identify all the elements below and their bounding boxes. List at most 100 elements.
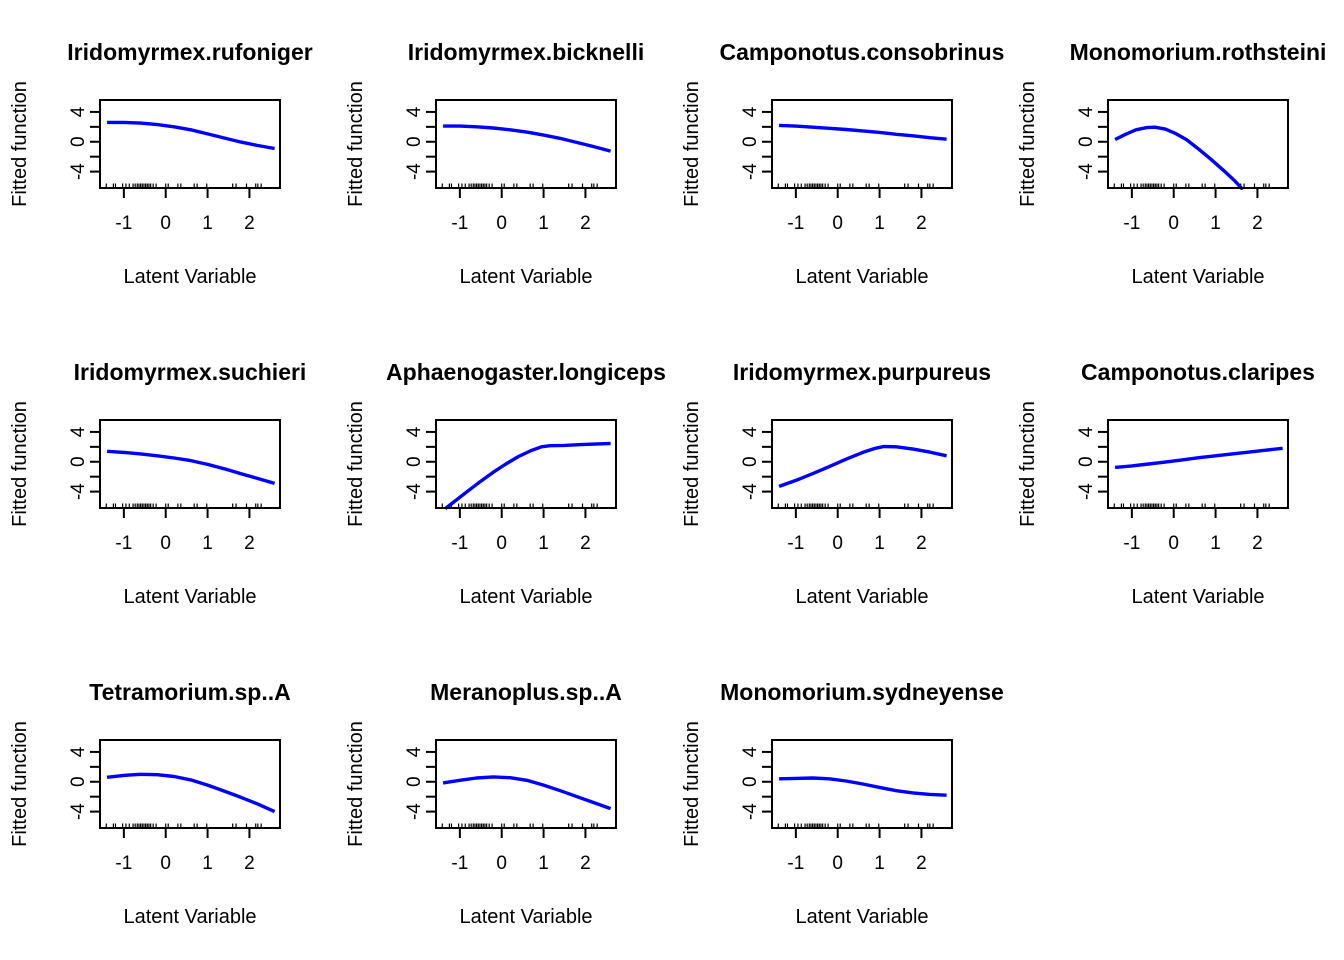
x-tick-label: 1 [202, 853, 213, 874]
x-axis-label: Latent Variable [795, 266, 928, 288]
panel-canvas: -1 0 1 2 -4 0 4 Iridomyrmex.suchieri Latent Vari… [9, 359, 306, 608]
panel-canvas: -1 0 1 2 -4 0 4 Iridomyrmex.purpureus Latent Var… [681, 359, 991, 608]
fitted-line [779, 123, 947, 141]
fitted-line [1114, 446, 1283, 470]
fitted-line [778, 444, 947, 489]
y-tick-label: 4 [68, 746, 89, 757]
panel-canvas: -1 0 1 2 -4 0 4 Meranoplus.sp..A Latent Variable… [345, 679, 622, 928]
chart-panel: -1 0 1 2 -4 0 4 Iridomyrmex.suchieri Latent Vari… [0, 320, 336, 640]
x-tick-label: 0 [160, 213, 171, 234]
fitted-line [444, 441, 611, 510]
panel-canvas: -1 0 1 2 -4 0 4 Aphaenogaster.longiceps Latent V… [345, 359, 666, 608]
x-tick-label: 2 [916, 853, 927, 874]
x-tick-label: 0 [496, 533, 507, 554]
panel-title: Iridomyrmex.rufoniger [67, 39, 312, 65]
panel-title: Monomorium.sydneyense [720, 679, 1004, 705]
axis-ticks [426, 110, 587, 198]
chart-panel: -1 0 1 2 -4 0 4 Iridomyrmex.rufoniger Latent Var… [0, 0, 336, 320]
x-tick-label: 2 [580, 853, 591, 874]
y-tick-label: 0 [740, 456, 761, 467]
x-axis-label: Latent Variable [459, 266, 592, 288]
chart-panel: -1 0 1 2 -4 0 4 Meranoplus.sp..A Latent Variable… [336, 640, 672, 960]
y-axis-label: Fitted function [9, 401, 31, 527]
x-tick-label: -1 [115, 213, 132, 234]
panel-title: Monomorium.rothsteini [1070, 39, 1327, 65]
x-tick-label: 1 [874, 213, 885, 234]
y-tick-label: -4 [68, 483, 89, 500]
y-axis-label: Fitted function [1017, 81, 1039, 207]
panel-title: Aphaenogaster.longiceps [386, 359, 666, 385]
axis-ticks [90, 430, 251, 518]
fitted-line [106, 772, 276, 814]
x-tick-label: -1 [451, 853, 468, 874]
plot-box [99, 739, 281, 829]
fitted-line [443, 124, 612, 153]
x-axis-label: Latent Variable [123, 586, 256, 608]
plot-box [1107, 419, 1289, 509]
y-axis-label: Fitted function [1017, 401, 1039, 527]
chart-panel: -1 0 1 2 -4 0 4 Monomorium.rothsteini Latent Var… [1008, 0, 1344, 320]
x-tick-label: 0 [832, 853, 843, 874]
x-axis-label: Latent Variable [123, 266, 256, 288]
x-tick-label: 2 [244, 533, 255, 554]
fitted-line [106, 449, 276, 486]
x-tick-label: 1 [874, 533, 885, 554]
chart-panel: -1 0 1 2 -4 0 4 Aphaenogaster.longiceps Latent V… [336, 320, 672, 640]
y-axis-label: Fitted function [681, 81, 703, 207]
panel-title: Iridomyrmex.bicknelli [408, 39, 644, 65]
y-tick-label: -4 [404, 803, 425, 820]
panel-canvas: -1 0 1 2 -4 0 4 Monomorium.rothsteini Latent Var… [1017, 39, 1327, 288]
y-tick-label: -4 [740, 163, 761, 180]
axis-ticks [762, 110, 923, 198]
fitted-line [779, 776, 947, 797]
y-axis-label: Fitted function [681, 401, 703, 527]
chart-panel: -1 0 1 2 -4 0 4 Camponotus.claripes Latent Varia… [1008, 320, 1344, 640]
x-tick-label: -1 [115, 853, 132, 874]
x-tick-label: -1 [787, 213, 804, 234]
x-axis-label: Latent Variable [1131, 266, 1264, 288]
y-tick-label: 0 [68, 776, 89, 787]
y-tick-label: -4 [1076, 483, 1097, 500]
x-tick-label: 1 [538, 213, 549, 234]
y-tick-label: -4 [404, 163, 425, 180]
y-tick-label: -4 [1076, 163, 1097, 180]
y-axis-label: Fitted function [9, 721, 31, 847]
axis-ticks [1098, 110, 1259, 198]
axis-ticks [762, 750, 923, 838]
x-tick-label: 2 [1252, 533, 1263, 554]
x-tick-label: -1 [451, 213, 468, 234]
x-axis-label: Latent Variable [459, 906, 592, 928]
x-tick-label: 1 [1210, 533, 1221, 554]
fitted-line [442, 775, 612, 811]
plot-box [771, 99, 953, 189]
y-tick-label: -4 [68, 163, 89, 180]
x-tick-label: 0 [496, 213, 507, 234]
panel-canvas: -1 0 1 2 -4 0 4 Tetramorium.sp..A Latent Variabl… [9, 679, 291, 928]
axis-ticks [1098, 430, 1259, 518]
x-axis-label: Latent Variable [795, 586, 928, 608]
panel-canvas: -1 0 1 2 -4 0 4 Monomorium.sydneyense Latent Var… [681, 679, 1004, 928]
fitted-line [107, 120, 275, 151]
x-tick-label: 1 [874, 853, 885, 874]
y-tick-label: 4 [68, 106, 89, 117]
chart-panel: -1 0 1 2 -4 0 4 Iridomyrmex.bicknelli Latent Var… [336, 0, 672, 320]
chart-panel: -1 0 1 2 -4 0 4 Monomorium.sydneyense Latent Var… [672, 640, 1008, 960]
y-axis-label: Fitted function [681, 721, 703, 847]
panel-canvas: -1 0 1 2 -4 0 4 Iridomyrmex.rufoniger Latent Var… [9, 39, 313, 288]
plot-box [771, 739, 953, 829]
x-tick-label: -1 [115, 533, 132, 554]
plot-box [1107, 99, 1289, 189]
x-tick-label: 0 [832, 213, 843, 234]
empty-cell [1008, 640, 1344, 960]
x-tick-label: 2 [244, 213, 255, 234]
y-tick-label: 4 [404, 746, 425, 757]
axis-ticks [426, 750, 587, 838]
chart-panel: -1 0 1 2 -4 0 4 Camponotus.consobrinus Latent Va… [672, 0, 1008, 320]
x-tick-label: -1 [451, 533, 468, 554]
panel-title: Meranoplus.sp..A [430, 679, 622, 705]
x-axis-label: Latent Variable [459, 586, 592, 608]
y-tick-label: 4 [1076, 106, 1097, 117]
x-tick-label: 0 [1168, 533, 1179, 554]
x-tick-label: 1 [538, 853, 549, 874]
y-tick-label: 4 [68, 426, 89, 437]
